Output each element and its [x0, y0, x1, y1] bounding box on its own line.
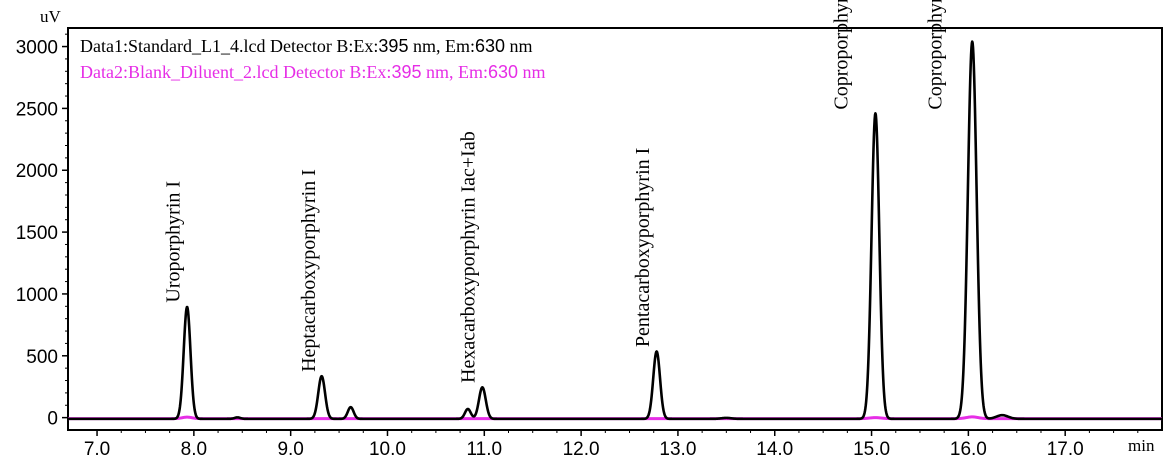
- x-tick-label: 14.0: [756, 439, 793, 457]
- peak-annotation: Heptacarboxyporphyrin I: [298, 169, 320, 372]
- peak-annotation: Pentacarboxyporphyrin I: [632, 148, 654, 347]
- legend-data2-part-a: Data2:Blank_Diluent_2.lcd Detector B:Ex:: [80, 62, 391, 82]
- legend-data1-part-b: 395: [378, 36, 408, 56]
- x-tick-label: 16.0: [950, 439, 987, 457]
- x-axis-unit-label: min: [1128, 436, 1155, 455]
- y-tick-label: 500: [26, 347, 58, 368]
- plot-frame: [67, 27, 1163, 431]
- peak-annotation: Coproporphyrin III: [924, 0, 946, 110]
- x-tick-label: 17.0: [1047, 439, 1084, 457]
- legend-data2-part-e: nm: [518, 62, 546, 82]
- legend-data1-part-a: Data1:Standard_L1_4.lcd Detector B:Ex:: [80, 36, 378, 56]
- legend-data1-part-d: 630: [475, 36, 505, 56]
- x-tick-label: 9.0: [277, 439, 303, 457]
- y-axis-unit-label: uV: [40, 7, 62, 26]
- y-tick-label: 2500: [16, 99, 58, 120]
- peak-annotation: Hexacarboxyporphyrin Iac+Iab: [458, 131, 480, 383]
- traces: [66, 40, 1164, 421]
- legend-entry-data1: Data1:Standard_L1_4.lcd Detector B:Ex:39…: [80, 36, 533, 56]
- y-tick-label: 3000: [16, 38, 58, 59]
- x-tick-label: 15.0: [853, 439, 890, 457]
- x-tick-label: 12.0: [563, 439, 600, 457]
- peak-labels: Uroporphyrin I Heptacarboxyporphyrin I Hex…: [162, 0, 946, 383]
- legend-entry-data2: Data2:Blank_Diluent_2.lcd Detector B:Ex:…: [80, 62, 546, 82]
- y-tick-label: 1500: [16, 223, 58, 244]
- legend-data1-part-e: nm: [505, 36, 533, 56]
- legend-data2-part-d: 630: [488, 62, 518, 82]
- legend-data2-part-c: nm, Em:: [421, 62, 488, 82]
- peak-annotation: Coproporphyrin I: [830, 0, 852, 110]
- x-tick-label: 7.0: [84, 439, 110, 457]
- y-tick-label: 2000: [16, 161, 58, 182]
- legend-data1-part-c: nm, Em:: [408, 36, 475, 56]
- x-tick-label: 13.0: [659, 439, 696, 457]
- axes: 7.0 8.0 9.0 10.0 11.0 12.0 13.0 14.0 15.0 16.0 17.…: [16, 33, 1139, 457]
- x-tick-label: 8.0: [181, 439, 207, 457]
- y-tick-label: 1000: [16, 285, 58, 306]
- x-tick-label: 11.0: [467, 439, 503, 457]
- legend-data2-part-b: 395: [391, 62, 421, 82]
- y-tick-label: 0: [47, 409, 58, 430]
- peak-annotation: Uroporphyrin I: [162, 181, 184, 303]
- x-tick-label: 10.0: [369, 439, 406, 457]
- series-line-data1: [67, 40, 1163, 421]
